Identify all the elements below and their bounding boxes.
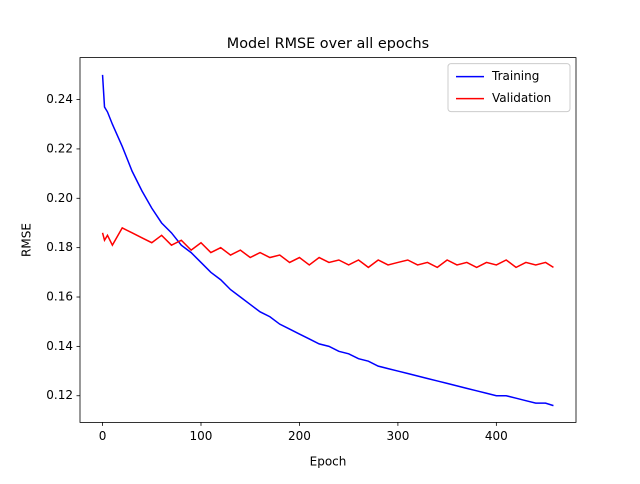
y-tick-label: 0.20	[46, 191, 73, 205]
x-axis-label: Epoch	[310, 455, 347, 469]
legend-label: Validation	[492, 91, 551, 105]
y-tick-label: 0.12	[46, 388, 73, 402]
x-tick-label: 200	[288, 429, 311, 443]
legend-label: Training	[491, 69, 539, 83]
line-series	[101, 226, 554, 269]
y-tick-label: 0.22	[46, 141, 73, 155]
line-series	[101, 74, 554, 407]
chart-title: Model RMSE over all epochs	[227, 36, 429, 52]
y-tick-label: 0.24	[46, 92, 73, 106]
y-axis-label: RMSE	[20, 223, 34, 257]
x-tick-label: 300	[386, 429, 409, 443]
x-tick-label: 0	[99, 429, 107, 443]
legend-box	[447, 63, 571, 113]
plot-frame	[79, 57, 577, 423]
x-tick-label: 400	[485, 429, 508, 443]
y-tick-label: 0.18	[46, 240, 73, 254]
y-tick-label: 0.16	[46, 290, 73, 304]
x-tick-label: 100	[190, 429, 213, 443]
y-tick-label: 0.14	[46, 339, 73, 353]
